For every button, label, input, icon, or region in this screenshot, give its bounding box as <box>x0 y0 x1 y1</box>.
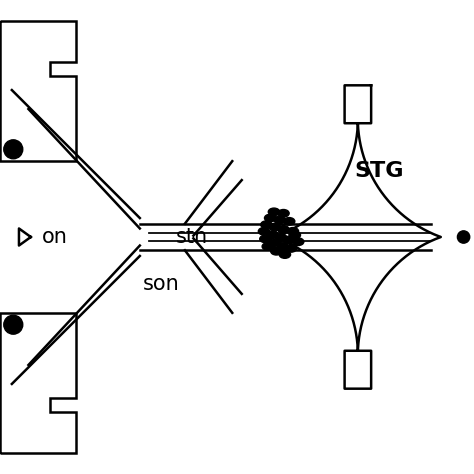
Ellipse shape <box>267 231 278 238</box>
Ellipse shape <box>260 235 271 243</box>
Ellipse shape <box>292 238 304 246</box>
Ellipse shape <box>262 243 273 250</box>
Ellipse shape <box>278 226 289 233</box>
Text: son: son <box>143 274 180 294</box>
Ellipse shape <box>275 234 287 241</box>
Ellipse shape <box>264 214 276 222</box>
Text: on: on <box>42 227 67 247</box>
Ellipse shape <box>278 210 289 217</box>
Circle shape <box>4 140 23 159</box>
Ellipse shape <box>279 251 291 258</box>
Ellipse shape <box>283 218 295 225</box>
Ellipse shape <box>269 223 281 231</box>
Circle shape <box>457 231 470 243</box>
Ellipse shape <box>277 242 288 250</box>
Ellipse shape <box>274 216 285 224</box>
Text: STG: STG <box>355 161 404 181</box>
Ellipse shape <box>268 208 280 216</box>
Ellipse shape <box>268 239 280 246</box>
Ellipse shape <box>284 236 295 244</box>
Ellipse shape <box>287 228 299 235</box>
Ellipse shape <box>261 221 272 228</box>
Ellipse shape <box>285 245 297 252</box>
Ellipse shape <box>271 247 282 255</box>
Circle shape <box>4 315 23 334</box>
Text: stn: stn <box>176 227 208 247</box>
Ellipse shape <box>289 231 301 239</box>
Ellipse shape <box>258 228 270 235</box>
